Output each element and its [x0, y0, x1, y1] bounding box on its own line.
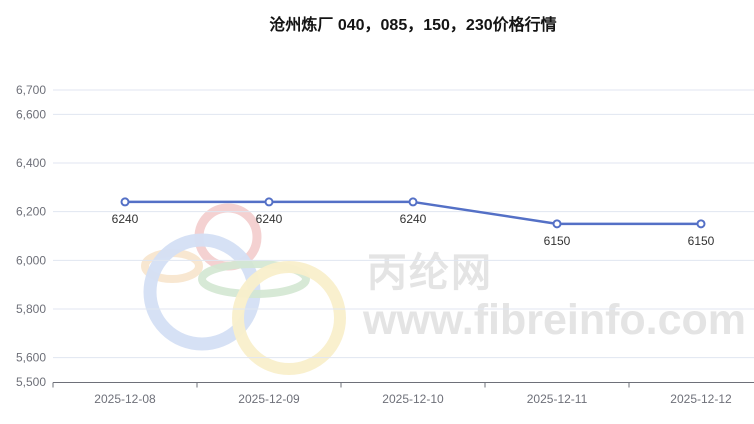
- data-point[interactable]: [552, 219, 562, 229]
- data-point[interactable]: [408, 197, 418, 207]
- y-axis-label: 6,600: [16, 107, 46, 121]
- y-axis-label: 6,000: [16, 253, 46, 267]
- point-value-label: 6240: [256, 212, 283, 226]
- y-axis-label: 6,400: [16, 156, 46, 170]
- y-axis-label: 6,200: [16, 205, 46, 219]
- point-value-label: 6240: [112, 212, 139, 226]
- x-axis-label: 2025-12-12: [670, 392, 732, 406]
- y-axis-label: 5,600: [16, 351, 46, 365]
- data-point[interactable]: [264, 197, 274, 207]
- data-point[interactable]: [120, 197, 130, 207]
- point-value-label: 6150: [688, 234, 715, 248]
- y-axis-label: 5,800: [16, 302, 46, 316]
- y-axis-label: 5,500: [16, 375, 46, 389]
- x-axis-label: 2025-12-08: [94, 392, 156, 406]
- x-axis-label: 2025-12-10: [382, 392, 444, 406]
- x-axis-label: 2025-12-11: [527, 392, 588, 406]
- data-point[interactable]: [696, 219, 706, 229]
- watermark-site-name: 丙纶网: [367, 251, 493, 295]
- point-value-label: 6150: [544, 234, 571, 248]
- y-axis-label: 6,700: [16, 83, 46, 97]
- chart-title: 沧州炼厂 040，085，150，230价格行情: [269, 17, 557, 34]
- x-axis-label: 2025-12-09: [238, 392, 300, 406]
- watermark-site-url: www.fibreinfo.com: [363, 296, 747, 344]
- point-value-label: 6240: [400, 212, 427, 226]
